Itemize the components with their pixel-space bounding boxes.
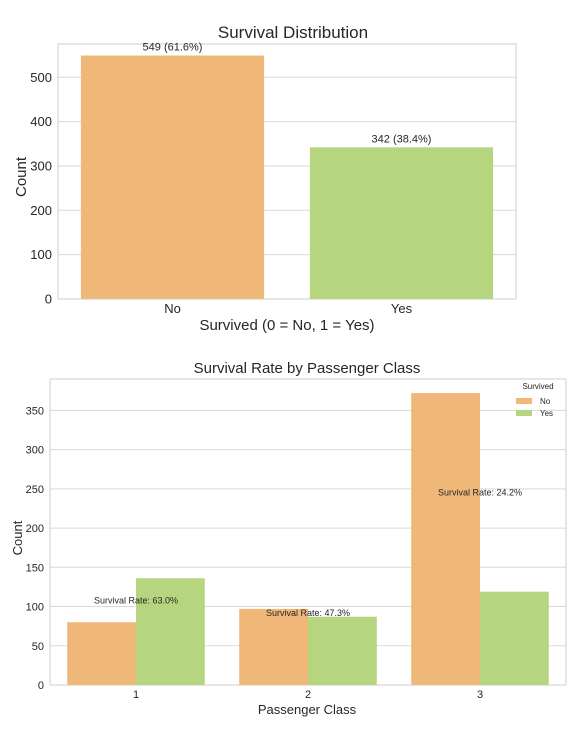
y-tick-label: 350 (26, 405, 44, 417)
plot-frame (57, 43, 517, 300)
survival-rate-annotation: Survival Rate: 24.2% (438, 487, 522, 497)
bar-yes (480, 591, 549, 685)
bar-yes (136, 578, 205, 685)
y-axis-label: Count (10, 520, 25, 555)
y-tick-label: 200 (26, 523, 44, 535)
survival-by-class-chart: Survival Rate by Passenger Class Count P… (10, 360, 567, 717)
y-tick-label: 300 (30, 158, 52, 173)
legend-swatch (516, 410, 532, 416)
y-tick-label: 0 (38, 680, 44, 692)
survival-rate-annotation: Survival Rate: 47.3% (266, 608, 350, 618)
x-tick-label: Yes (391, 301, 413, 316)
y-tick-label: 400 (30, 114, 52, 129)
x-tick-label: No (164, 301, 181, 316)
survival-rate-annotation: Survival Rate: 63.0% (94, 595, 178, 605)
y-tick-label: 0 (45, 292, 52, 307)
x-tick-label: 2 (305, 689, 311, 701)
bar-no (67, 622, 136, 685)
chart-title: Survival Distribution (218, 23, 368, 42)
y-tick-label: 200 (30, 203, 52, 218)
y-tick-label: 300 (26, 445, 44, 457)
legend-title: Survived (522, 382, 553, 391)
bar (80, 55, 265, 300)
legend-label: No (540, 397, 551, 406)
x-axis-label: Passenger Class (258, 702, 357, 717)
x-tick-label: 3 (477, 689, 483, 701)
y-tick-label: 250 (26, 484, 44, 496)
y-tick-label: 500 (30, 70, 52, 85)
bar (309, 147, 494, 299)
y-tick-label: 150 (26, 562, 44, 574)
data-label: 549 (61.6%) (143, 42, 203, 54)
legend-swatch (516, 398, 532, 404)
data-label: 342 (38.4%) (372, 133, 432, 145)
bar-yes (308, 616, 377, 685)
y-tick-label: 100 (26, 602, 44, 614)
bar-no (411, 393, 480, 685)
y-axis-label: Count (13, 156, 30, 197)
legend-label: Yes (540, 409, 553, 418)
bar-no (239, 608, 308, 685)
x-axis-label: Survived (0 = No, 1 = Yes) (199, 317, 374, 334)
chart-title: Survival Rate by Passenger Class (194, 360, 421, 377)
y-tick-label: 50 (32, 641, 44, 653)
x-tick-label: 1 (133, 689, 139, 701)
survival-distribution-chart: Survival Distribution Count Survived (0 … (13, 23, 517, 334)
y-tick-label: 100 (30, 247, 52, 262)
